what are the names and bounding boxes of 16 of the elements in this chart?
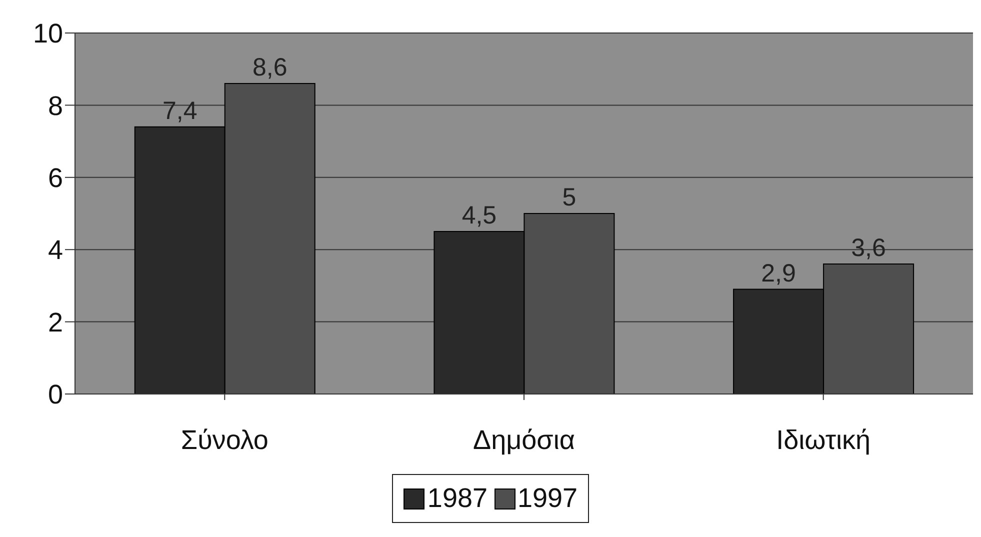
x-tick-label: Δημόσια xyxy=(473,425,575,456)
data-label: 4,5 xyxy=(462,202,497,230)
y-tick-label: 4 xyxy=(48,235,63,266)
legend-label: 1987 xyxy=(426,483,488,514)
data-label: 5 xyxy=(562,184,576,212)
y-tick-label: 0 xyxy=(48,380,63,410)
data-label: 7,4 xyxy=(162,96,198,125)
data-label: 2,9 xyxy=(761,259,796,288)
y-tick-label: 2 xyxy=(48,307,63,338)
data-label: 8,6 xyxy=(252,54,288,82)
y-tick-label: 10 xyxy=(32,18,63,49)
x-tick-label: Ιδιωτική xyxy=(776,425,871,456)
x-tick-label: Σύνολο xyxy=(180,425,268,456)
legend-label: 1997 xyxy=(516,483,578,514)
y-tick-label: 6 xyxy=(48,162,63,193)
y-tick-label: 8 xyxy=(48,90,63,121)
